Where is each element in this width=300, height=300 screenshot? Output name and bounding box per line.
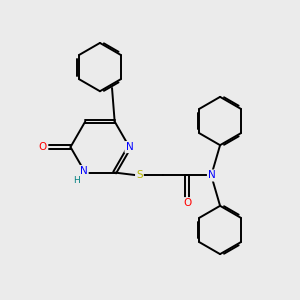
Text: O: O <box>39 142 47 152</box>
Text: N: N <box>125 142 133 152</box>
Text: N: N <box>208 170 216 181</box>
Text: S: S <box>136 170 143 180</box>
Text: N: N <box>80 166 88 176</box>
Text: H: H <box>74 176 80 185</box>
Text: O: O <box>183 198 191 208</box>
